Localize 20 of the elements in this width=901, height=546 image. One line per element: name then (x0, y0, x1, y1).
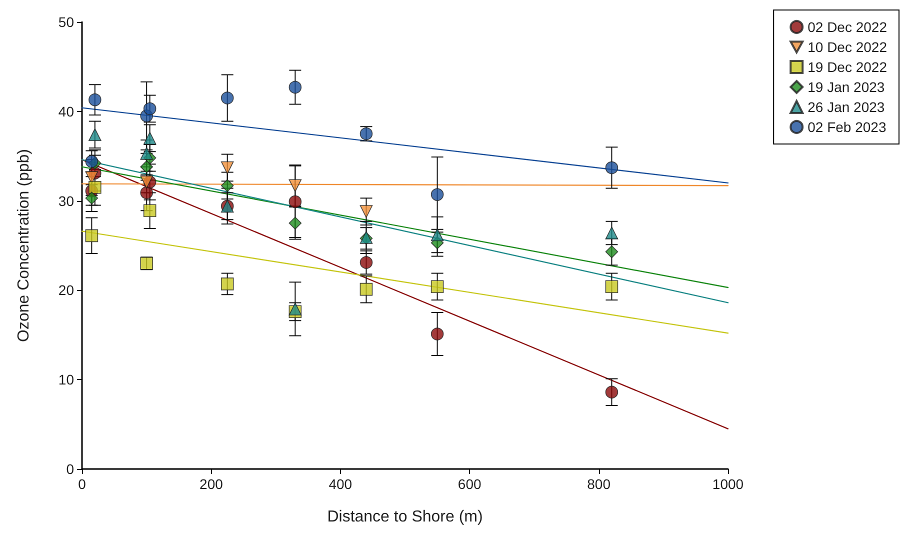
y-tick-label: 50 (58, 14, 74, 30)
y-axis-title: Ozone Concentration (ppb) (16, 149, 32, 342)
y-tick-label: 20 (58, 282, 74, 298)
legend-label: 02 Dec 2022 (808, 19, 888, 35)
x-tick-label: 400 (328, 476, 352, 492)
x-tick-label: 800 (587, 476, 611, 492)
x-tick-label: 200 (200, 476, 224, 492)
x-tick-label: 600 (458, 476, 482, 492)
legend-label: 19 Jan 2023 (808, 79, 885, 95)
y-tick-label: 0 (66, 461, 74, 477)
y-tick-label: 30 (58, 192, 74, 209)
x-tick-label: 0 (78, 476, 86, 492)
legend-label: 02 Feb 2023 (808, 119, 886, 135)
legend-label: 19 Dec 2022 (808, 59, 888, 75)
legend-label: 26 Jan 2023 (808, 99, 885, 115)
x-tick-label: 1000 (712, 476, 744, 492)
x-axis-title: Distance to Shore (m) (327, 508, 483, 526)
y-tick-label: 10 (58, 372, 74, 388)
legend-label: 10 Dec 2022 (808, 39, 888, 55)
y-tick-label: 40 (58, 103, 74, 120)
